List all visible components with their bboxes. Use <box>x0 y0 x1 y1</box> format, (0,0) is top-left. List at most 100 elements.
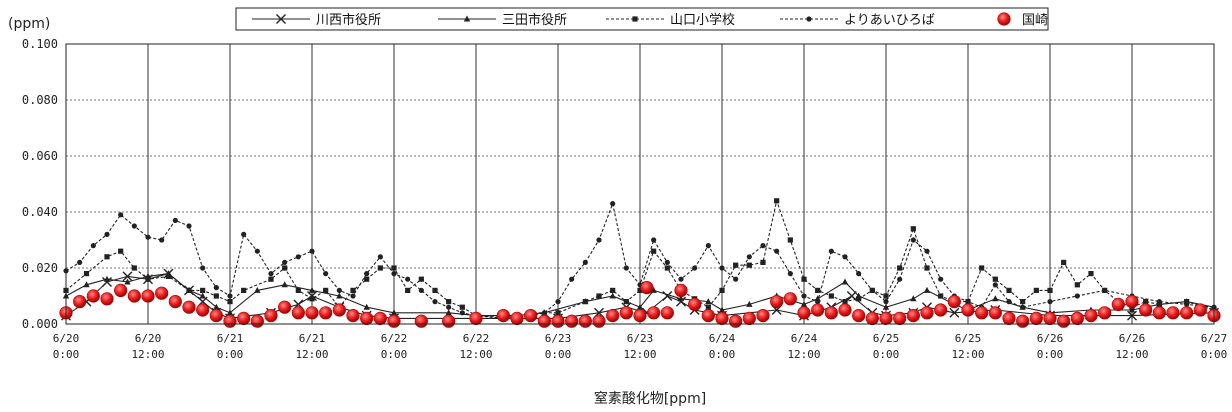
x-tick-date: 6/20 <box>53 332 80 345</box>
data-point <box>469 311 483 326</box>
data-point <box>1006 287 1012 293</box>
data-point <box>842 254 848 260</box>
data-point <box>114 283 128 298</box>
data-point <box>127 289 141 303</box>
data-point <box>596 293 602 299</box>
data-point <box>856 271 862 277</box>
data-point <box>227 293 233 299</box>
data-point <box>692 265 698 271</box>
data-point <box>332 303 346 317</box>
data-point <box>364 271 370 277</box>
legend-marker <box>463 15 471 22</box>
x-tick-date: 6/22 <box>463 332 490 345</box>
data-point <box>223 314 237 328</box>
y-axis-label: (ppm) <box>8 16 50 32</box>
data-point <box>797 306 811 320</box>
data-point <box>199 292 206 299</box>
data-point <box>800 300 808 307</box>
data-point <box>182 300 196 314</box>
data-point <box>118 248 124 254</box>
data-point <box>910 226 916 232</box>
data-point <box>209 309 223 323</box>
data-point <box>360 311 374 326</box>
data-point <box>949 307 960 318</box>
data-point <box>865 311 879 326</box>
data-point <box>961 303 975 317</box>
data-point <box>1020 304 1026 310</box>
data-point <box>701 309 715 323</box>
data-point <box>103 275 111 282</box>
data-point <box>828 248 834 254</box>
data-point <box>841 278 849 285</box>
data-point <box>565 314 579 328</box>
data-point <box>1033 287 1039 293</box>
data-point <box>278 300 292 314</box>
data-point <box>73 295 87 309</box>
data-point <box>662 291 673 301</box>
data-point <box>122 271 133 282</box>
data-point <box>947 295 961 309</box>
data-point <box>719 287 725 293</box>
data-point <box>131 265 137 271</box>
data-point <box>992 276 998 282</box>
series-line <box>65 198 1215 319</box>
data-point <box>1020 299 1026 305</box>
data-point <box>159 237 165 243</box>
data-point <box>623 265 629 271</box>
data-point <box>938 276 944 282</box>
y-tick-label: 0.000 <box>22 317 58 331</box>
series-3 <box>63 198 1217 321</box>
data-point <box>924 248 930 254</box>
legend: 川西市役所 三田市役所 山口小学校 よりあいひろば 国崎 <box>235 7 1049 31</box>
data-point <box>801 293 807 299</box>
data-point <box>1061 259 1067 265</box>
data-point <box>883 293 889 299</box>
data-point <box>815 299 821 305</box>
x-tick-time: 12:00 <box>787 348 820 361</box>
data-point <box>1074 293 1080 299</box>
data-point <box>640 281 654 295</box>
x-tick-time: 0:00 <box>873 348 900 361</box>
x-axis: 6/20 0:00 6/20 12:00 6/21 0:00 6/21 12:00 6/22 0:… <box>53 332 1228 361</box>
y-tick-label: 0.060 <box>22 149 58 163</box>
data-point <box>746 254 752 260</box>
data-point <box>172 217 178 223</box>
data-point <box>856 296 862 302</box>
data-point <box>1006 299 1012 305</box>
data-point <box>1184 301 1190 307</box>
data-point <box>168 295 182 309</box>
data-point <box>405 276 411 282</box>
legend-label: よりあいひろば <box>844 13 935 28</box>
data-point <box>551 314 565 328</box>
data-point <box>363 303 370 310</box>
data-point <box>988 306 1002 320</box>
data-point <box>418 276 424 282</box>
data-point <box>1139 303 1153 317</box>
series-4 <box>63 201 1217 321</box>
data-point <box>541 310 547 316</box>
data-point <box>596 237 602 243</box>
data-point <box>787 237 793 243</box>
data-point <box>90 243 96 249</box>
data-point <box>578 314 592 328</box>
x-tick-time: 0:00 <box>545 348 572 361</box>
data-point <box>186 223 192 229</box>
data-point <box>742 311 756 326</box>
data-point <box>647 306 661 320</box>
data-point <box>555 310 561 316</box>
data-point <box>1047 299 1053 305</box>
data-point <box>815 287 821 293</box>
data-point <box>883 299 889 305</box>
data-point <box>377 265 383 271</box>
data-point <box>1156 299 1162 305</box>
data-point <box>879 311 893 326</box>
data-point <box>897 276 903 282</box>
x-tick-time: 0:00 <box>53 348 80 361</box>
x-tick-date: 6/23 <box>545 332 572 345</box>
legend-marker <box>632 16 638 22</box>
legend-item: 山口小学校 <box>606 12 735 28</box>
data-point <box>619 306 633 320</box>
data-point <box>226 309 234 316</box>
data-point <box>828 293 834 299</box>
series-line <box>65 273 1215 317</box>
